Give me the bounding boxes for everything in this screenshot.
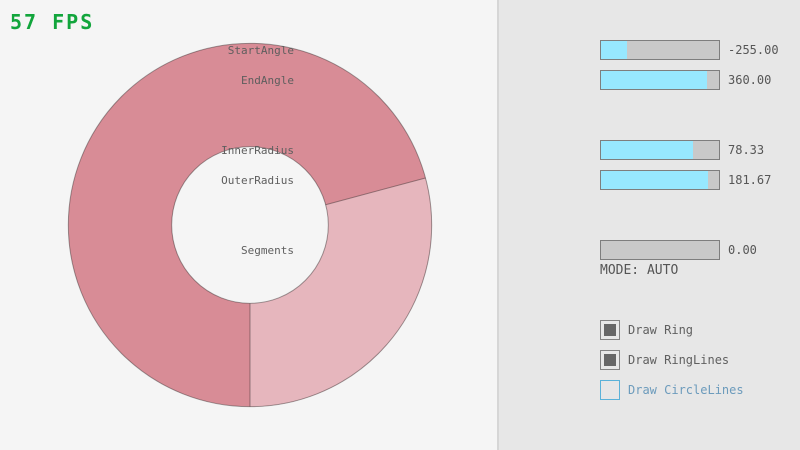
slider-label: InnerRadius xyxy=(221,143,294,157)
checkbox-label: Draw RingLines xyxy=(628,353,730,367)
startangle-slider[interactable] xyxy=(600,40,720,60)
slider-label: OuterRadius xyxy=(221,173,294,187)
slider-value: 181.67 xyxy=(728,173,772,187)
segment-mode-text: MODE: AUTO xyxy=(600,263,679,278)
slider-fill xyxy=(601,171,709,189)
slider-value: -255.00 xyxy=(728,43,779,57)
checkbox-icon[interactable] xyxy=(600,350,620,370)
innerradius-slider[interactable] xyxy=(600,140,720,160)
checkbox-label: Draw Ring xyxy=(628,323,694,337)
checkbox-label: Draw CircleLines xyxy=(628,383,744,397)
segments-slider[interactable] xyxy=(600,240,720,260)
checkbox-icon[interactable] xyxy=(600,380,620,400)
endangle-slider[interactable] xyxy=(600,70,720,90)
slider-label: StartAngle xyxy=(227,43,294,57)
slider-fill xyxy=(601,71,708,89)
slider-fill xyxy=(601,141,694,159)
slider-label: Segments xyxy=(241,243,294,257)
slider-value: 360.00 xyxy=(728,73,772,87)
outerradius-slider[interactable] xyxy=(600,170,720,190)
slider-value: 78.33 xyxy=(728,143,765,157)
slider-label: EndAngle xyxy=(241,73,294,87)
controls-panel: StartAngle -255.00 EndAngle 360.00 Inner… xyxy=(221,0,800,450)
slider-fill xyxy=(601,41,627,59)
slider-value: 0.00 xyxy=(728,243,757,257)
fps-counter: 57 FPS xyxy=(10,10,95,34)
checkbox-icon[interactable] xyxy=(600,320,620,340)
